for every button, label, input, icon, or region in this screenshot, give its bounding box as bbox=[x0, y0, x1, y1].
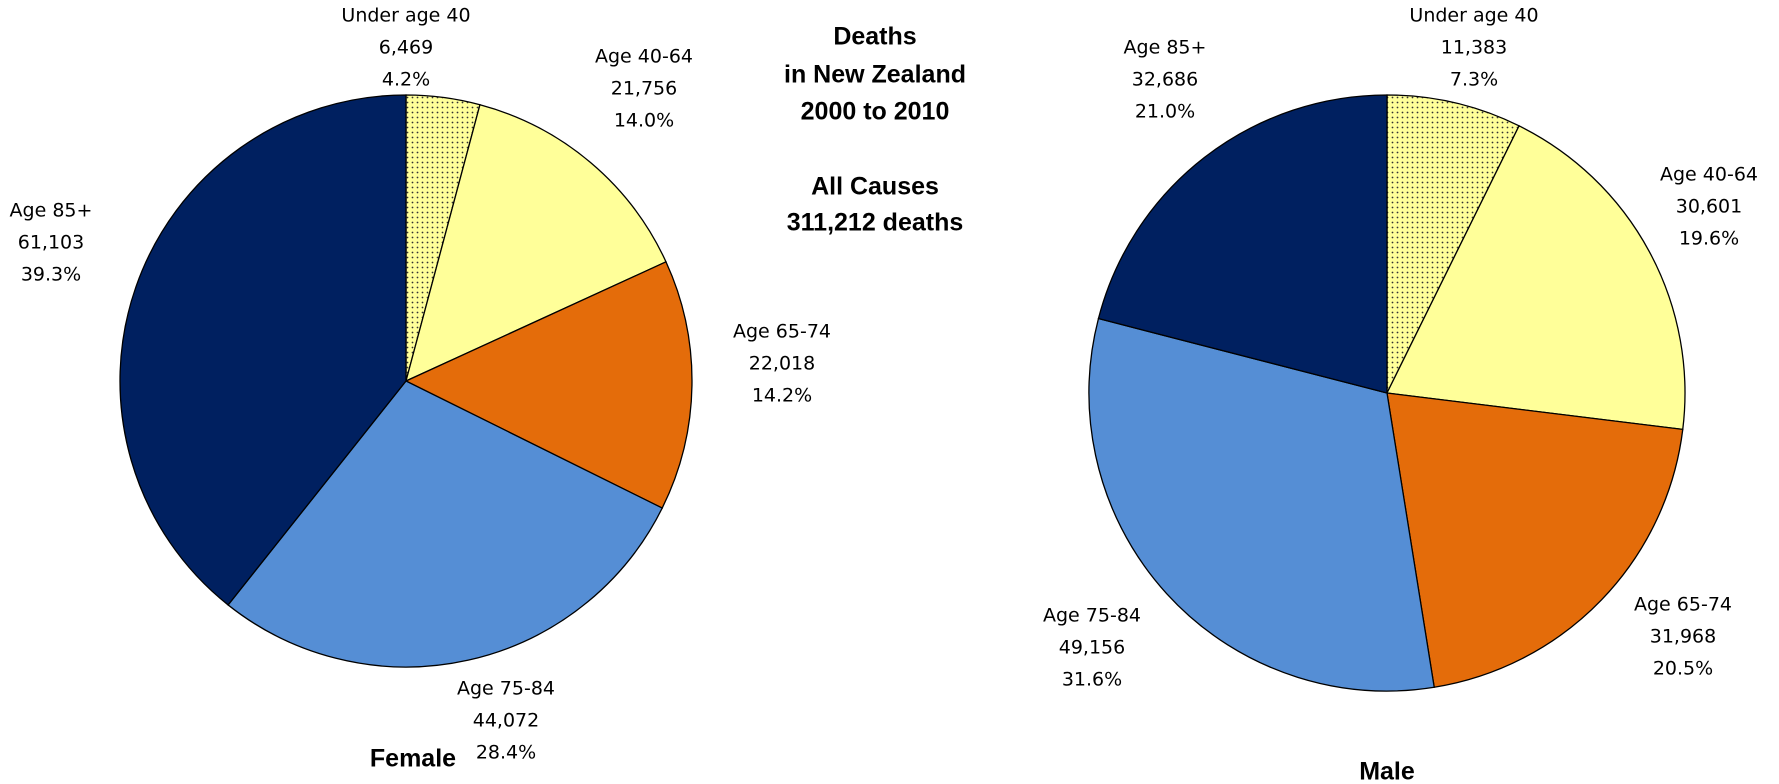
pie-slice bbox=[1386, 392, 1684, 688]
pie-slice bbox=[1088, 317, 1435, 692]
title-line: Deaths bbox=[833, 23, 916, 51]
slice-percent-label: 20.5% bbox=[1653, 658, 1713, 680]
slice-category: Age 75-84 bbox=[1043, 605, 1141, 627]
slice-category: Age 65-74 bbox=[733, 321, 831, 343]
slice-percent-label: 7.3% bbox=[1450, 69, 1498, 91]
slice-percent-label: 39.3% bbox=[21, 264, 81, 286]
slice-category: Age 85+ bbox=[1124, 37, 1207, 59]
slice-percent-label: 31.6% bbox=[1062, 669, 1122, 691]
slice-value-label: 6,469 bbox=[379, 37, 433, 59]
slice-value-label: 30,601 bbox=[1676, 196, 1742, 218]
slice-percent-label: 14.2% bbox=[752, 385, 812, 407]
title-line: 2000 to 2010 bbox=[801, 98, 950, 126]
slice-value-label: 11,383 bbox=[1441, 37, 1507, 59]
subtitle-line: 311,212 deaths bbox=[787, 209, 964, 237]
slice-percent-label: 4.2% bbox=[382, 69, 430, 91]
slice-value-label: 32,686 bbox=[1132, 69, 1198, 91]
slice-category: Age 40-64 bbox=[1660, 164, 1758, 186]
pie-slice bbox=[227, 380, 664, 668]
slice-value-label: 22,018 bbox=[749, 353, 815, 375]
slice-value-label: 49,156 bbox=[1059, 637, 1125, 659]
pie-slice bbox=[119, 94, 407, 606]
slice-value-label: 21,756 bbox=[611, 78, 677, 100]
slice-value-label: 31,968 bbox=[1650, 626, 1716, 648]
slice-category: Age 75-84 bbox=[457, 678, 555, 700]
slice-value-label: 61,103 bbox=[18, 232, 84, 254]
title-line: in New Zealand bbox=[784, 61, 966, 89]
slice-category: Age 85+ bbox=[10, 200, 93, 222]
pie-slice bbox=[404, 260, 693, 509]
slice-category: Age 65-74 bbox=[1634, 594, 1732, 616]
chart-title: Male bbox=[1359, 758, 1415, 784]
pie-slice bbox=[405, 103, 667, 383]
slice-category: Under age 40 bbox=[1409, 5, 1538, 27]
subtitle-line: All Causes bbox=[811, 173, 939, 201]
slice-percent-label: 21.0% bbox=[1135, 101, 1195, 123]
pie-slice bbox=[1097, 94, 1388, 394]
pie-slice bbox=[1386, 94, 1520, 394]
slice-category: Under age 40 bbox=[341, 5, 470, 27]
chart-title: Female bbox=[370, 745, 456, 773]
slice-category: Age 40-64 bbox=[595, 46, 693, 68]
slice-percent-label: 14.0% bbox=[614, 110, 674, 132]
slice-percent-label: 28.4% bbox=[476, 742, 536, 764]
slice-percent-label: 19.6% bbox=[1679, 228, 1739, 250]
slice-value-label: 44,072 bbox=[473, 710, 539, 732]
pie-slice bbox=[1386, 124, 1686, 431]
